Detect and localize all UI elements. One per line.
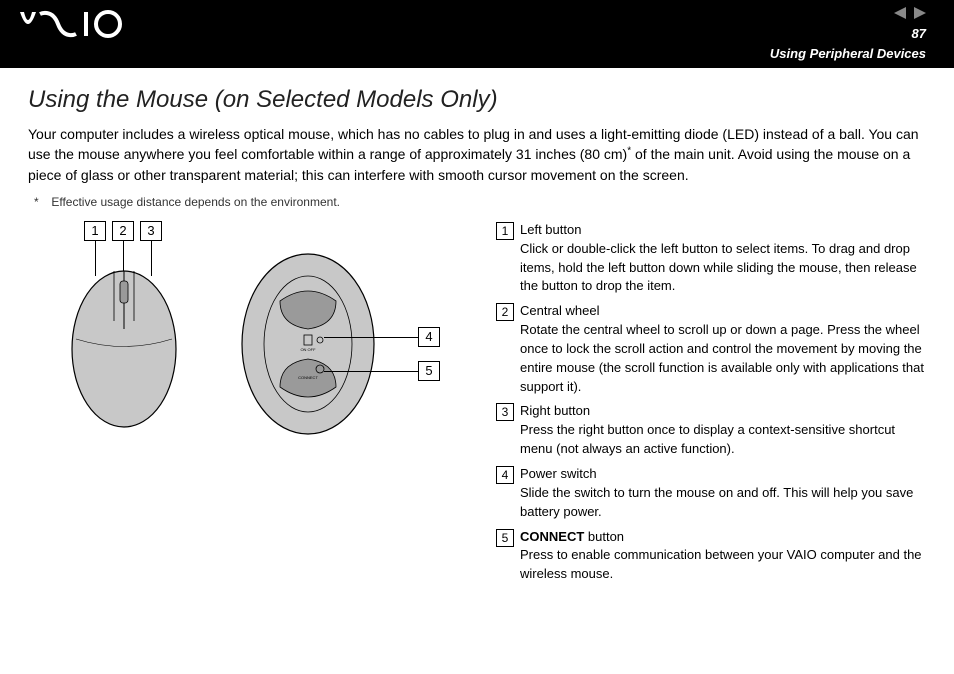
mouse-diagrams: 1 2 3 — [28, 221, 488, 451]
callout-5: 5 — [418, 361, 440, 381]
legend-num: 1 — [496, 222, 514, 240]
main-row: 1 2 3 — [28, 221, 926, 590]
legend-num: 2 — [496, 303, 514, 321]
legend-title: Left button — [520, 222, 581, 237]
legend-title: CONNECT button — [520, 529, 624, 544]
legend-desc: Press to enable communication between yo… — [520, 546, 926, 584]
svg-text:ON OFF: ON OFF — [300, 347, 316, 352]
page-number: 87 — [912, 26, 926, 41]
nav-arrows — [892, 6, 928, 24]
section-title: Using Peripheral Devices — [770, 46, 926, 61]
callout-line — [324, 371, 418, 372]
legend-item: 4 Power switch Slide the switch to turn … — [496, 465, 926, 522]
legend-title: Central wheel — [520, 303, 600, 318]
prev-page-icon[interactable] — [894, 7, 906, 19]
page-title: Using the Mouse (on Selected Models Only… — [28, 86, 926, 114]
legend-num: 3 — [496, 403, 514, 421]
vaio-logo — [18, 8, 128, 40]
legend-num: 5 — [496, 529, 514, 547]
legend-num: 4 — [496, 466, 514, 484]
legend-item: 3 Right button Press the right button on… — [496, 402, 926, 459]
legend-desc: Click or double-click the left button to… — [520, 240, 926, 297]
page-content: Using the Mouse (on Selected Models Only… — [0, 68, 954, 590]
legend-desc: Rotate the central wheel to scroll up or… — [520, 321, 926, 396]
footnote-text: Effective usage distance depends on the … — [51, 195, 340, 209]
legend-title: Power switch — [520, 466, 597, 481]
footnote-asterisk: * — [34, 195, 48, 209]
legend-title: Right button — [520, 403, 590, 418]
legend-item: 5 CONNECT button Press to enable communi… — [496, 528, 926, 585]
legend-title-suffix: button — [584, 529, 624, 544]
legend-item: 1 Left button Click or double-click the … — [496, 221, 926, 296]
footnote: * Effective usage distance depends on th… — [34, 195, 926, 209]
legend-title-bold: CONNECT — [520, 529, 584, 544]
callout-4: 4 — [418, 327, 440, 347]
header-bar: 87 Using Peripheral Devices — [0, 0, 954, 68]
callout-1: 1 — [84, 221, 106, 241]
svg-text:CONNECT: CONNECT — [298, 375, 318, 380]
legend-desc: Slide the switch to turn the mouse on an… — [520, 484, 926, 522]
mouse-top-view — [68, 259, 180, 429]
callout-2: 2 — [112, 221, 134, 241]
legend-desc: Press the right button once to display a… — [520, 421, 926, 459]
next-page-icon[interactable] — [914, 7, 926, 19]
intro-paragraph: Your computer includes a wireless optica… — [28, 124, 926, 185]
legend: 1 Left button Click or double-click the … — [496, 221, 926, 590]
callout-line — [324, 337, 418, 338]
callout-3: 3 — [140, 221, 162, 241]
mouse-bottom-view: ON OFF CONNECT — [238, 251, 378, 437]
legend-item: 2 Central wheel Rotate the central wheel… — [496, 302, 926, 396]
